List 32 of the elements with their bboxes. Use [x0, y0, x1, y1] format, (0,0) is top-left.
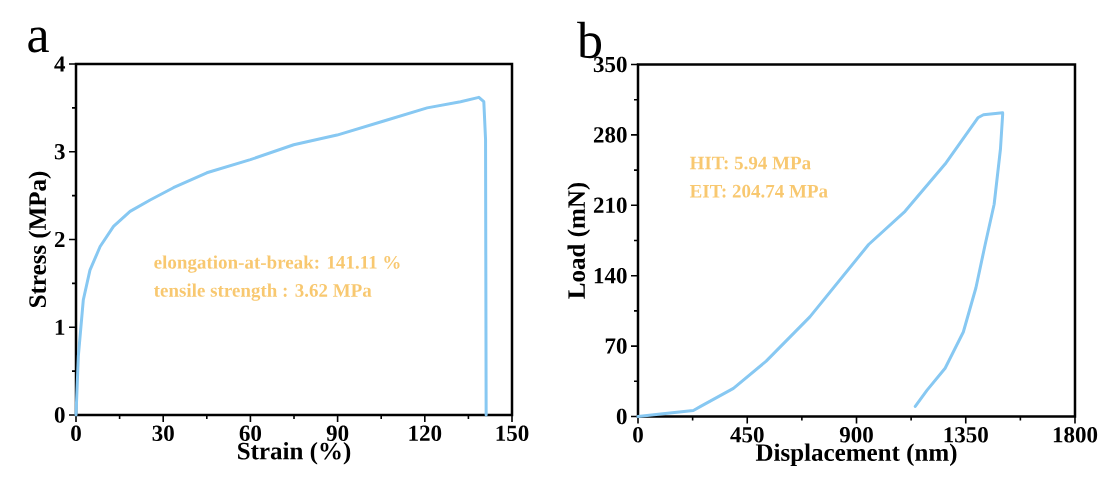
x-tick-label: 120 — [409, 425, 442, 442]
y-tick-label: 280 — [593, 127, 627, 143]
x-axis-title: Strain (%) — [238, 441, 351, 465]
x-tick-label: 0 — [633, 427, 643, 443]
y-tick-label: 1 — [55, 319, 65, 335]
y-tick-label: 140 — [594, 267, 627, 284]
annotation: tensile strength : 3.62 MPa — [153, 283, 372, 301]
x-tick-label: 0 — [71, 425, 81, 442]
line-series — [74, 95, 488, 417]
text: a — [28, 27, 49, 53]
x-tick-label: 900 — [839, 427, 873, 443]
y-tick-label: 0 — [616, 408, 627, 425]
y-tick-label: 2 — [54, 231, 65, 248]
annotation: HIT: 5.94 MPa — [689, 156, 811, 170]
x-tick-label: 60 — [239, 425, 262, 442]
x-tick-label: 30 — [152, 425, 174, 442]
y-axis-title: Stress (MPa) — [28, 171, 52, 307]
x-tick-label: 1350 — [944, 427, 988, 443]
y-tick-label: 4 — [54, 56, 66, 72]
x-axis-title: Displacement (nm) — [755, 443, 957, 467]
x-tick-label: 150 — [496, 425, 529, 442]
x-tick-label: 90 — [326, 425, 349, 442]
y-tick-label: 210 — [593, 197, 627, 214]
line-series — [636, 111, 1005, 418]
y-tick-label: 3 — [54, 144, 65, 160]
y-axis-title: Load (mN) — [567, 182, 591, 299]
x-tick-label: 1800 — [1053, 427, 1098, 443]
annotation: EIT: 204.74 MPa — [689, 184, 828, 198]
y-tick-label: 0 — [54, 407, 65, 423]
annotation: elongation-at-break: 141.11 % — [154, 255, 400, 273]
x-tick-label: 450 — [730, 427, 764, 443]
y-tick-label: 70 — [605, 338, 627, 354]
